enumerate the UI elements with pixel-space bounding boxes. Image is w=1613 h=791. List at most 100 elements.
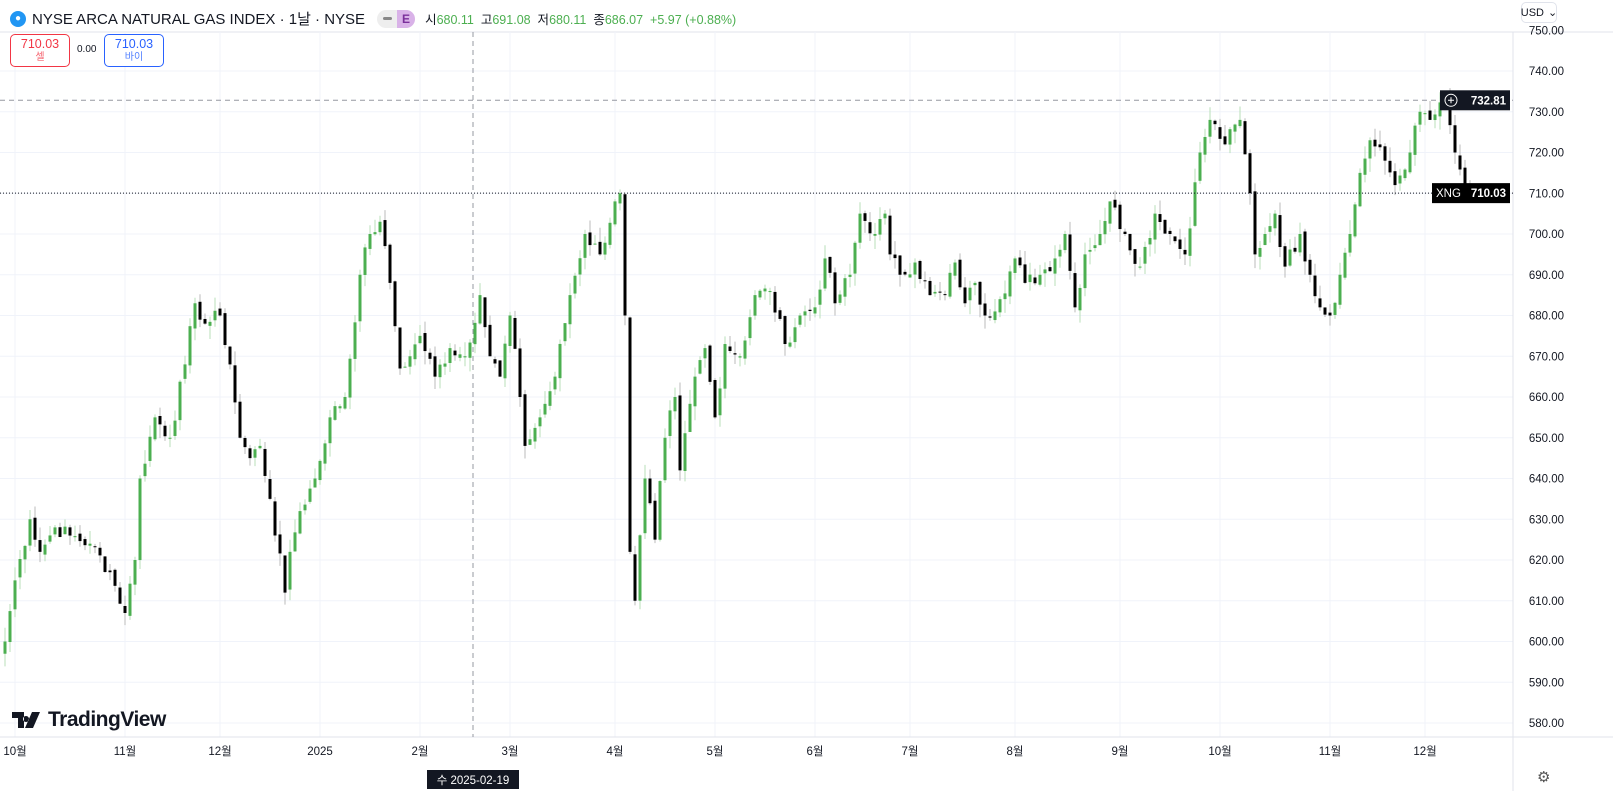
candle-body <box>163 425 167 437</box>
open-label: 시 <box>425 13 437 27</box>
candle-body <box>373 232 377 235</box>
candle-body <box>353 322 357 359</box>
candle-body <box>88 543 92 546</box>
candle-body <box>313 478 317 488</box>
candle-body <box>1063 234 1067 251</box>
settings-gear-icon[interactable]: ⚙ <box>1537 769 1551 786</box>
candle-body <box>738 356 742 358</box>
sell-button[interactable]: 710.03 셀 <box>10 34 70 67</box>
candle-body <box>663 437 667 481</box>
candle-body <box>113 569 117 586</box>
candle-body <box>743 340 747 359</box>
candle-body <box>343 397 347 409</box>
candle-body <box>1308 259 1312 275</box>
y-tick-label: 620.00 <box>1529 555 1564 567</box>
candle-body <box>1298 234 1302 253</box>
candle-body <box>1013 258 1017 273</box>
y-tick-label: 650.00 <box>1529 433 1564 445</box>
candle-body <box>708 345 712 382</box>
buy-button[interactable]: 710.03 바이 <box>104 34 164 67</box>
candle-body <box>63 526 67 535</box>
candle-body <box>973 282 977 286</box>
candle-body <box>1348 234 1352 253</box>
candle-body <box>848 274 852 277</box>
candle-body <box>573 275 577 294</box>
x-tick-label: 5월 <box>707 745 724 758</box>
x-tick-label: 4월 <box>607 745 624 758</box>
candle-body <box>1328 312 1332 316</box>
candle-body <box>818 289 822 305</box>
y-tick-label: 730.00 <box>1529 107 1564 119</box>
y-tick-label: 740.00 <box>1529 66 1564 78</box>
candle-body <box>228 346 232 365</box>
candle-body <box>1208 119 1212 137</box>
candle-body <box>898 255 902 275</box>
candle-body <box>733 353 737 355</box>
candle-body <box>968 287 972 301</box>
candle-body <box>1163 219 1167 234</box>
candle-body <box>1273 213 1277 229</box>
candle-body <box>1108 201 1112 224</box>
candle-body <box>1143 246 1147 264</box>
last-price-label-bg <box>1432 183 1510 204</box>
candle-body <box>503 343 507 379</box>
symbol-title[interactable]: NYSE ARCA NATURAL GAS INDEX · 1날 · NYSE <box>32 11 366 28</box>
candle-body <box>808 309 812 312</box>
candle-body <box>148 436 152 461</box>
candle-body <box>433 356 437 377</box>
crosshair-date-label: 수 2025-02-19 <box>437 774 510 787</box>
candle-body <box>778 310 782 319</box>
candle-body <box>533 427 537 442</box>
candle-body <box>103 556 107 572</box>
candle-body <box>393 281 397 327</box>
candle-body <box>1338 274 1342 305</box>
candle-body <box>93 546 97 548</box>
candle-body <box>1353 204 1357 237</box>
candle-body <box>263 448 267 476</box>
tradingview-logo[interactable]: TradingView <box>12 708 166 732</box>
candle-body <box>28 519 32 546</box>
candle-body <box>333 406 337 420</box>
candle-body <box>1043 269 1047 274</box>
candle-body <box>458 354 462 358</box>
candle-body <box>978 281 982 305</box>
y-tick-label: 700.00 <box>1529 229 1564 241</box>
candle-body <box>763 288 767 292</box>
x-tick-label: 12월 <box>208 745 231 758</box>
candle-body <box>1183 249 1187 255</box>
candle-body <box>128 583 132 616</box>
candle-body <box>1078 287 1082 311</box>
candle-body <box>483 297 487 328</box>
candle-body <box>398 327 402 369</box>
candle-body <box>938 291 942 293</box>
candle-body <box>753 295 757 316</box>
candle-body <box>143 463 147 477</box>
candle-body <box>388 244 392 283</box>
chevron-down-icon: ⌄ <box>1548 7 1558 19</box>
crosshair-price-label-bg <box>1440 90 1510 111</box>
candle-body <box>518 348 522 397</box>
candle-body <box>593 243 597 245</box>
indicator-pill[interactable]: E <box>377 9 416 28</box>
candle-body <box>1258 247 1262 257</box>
candle-body <box>523 394 527 446</box>
candle-body <box>958 259 962 288</box>
candle-body <box>1303 231 1307 262</box>
candle-body <box>1398 175 1402 184</box>
candle-body <box>418 335 422 344</box>
candle-body <box>1313 275 1317 297</box>
buy-price: 710.03 <box>114 36 154 51</box>
candle-body <box>1173 236 1177 242</box>
candle-body <box>428 352 432 359</box>
currency-select[interactable]: USD ⌄ <box>1521 2 1557 23</box>
candle-body <box>338 406 342 409</box>
earnings-badge[interactable]: E <box>397 9 416 28</box>
candle-body <box>1393 171 1397 186</box>
currency-label: USD <box>1520 6 1545 19</box>
candle-body <box>723 344 727 389</box>
candle-body <box>768 291 772 293</box>
change-value: +5.97 (+0.88%) <box>650 13 737 27</box>
candle-body <box>1433 114 1437 121</box>
candle-body <box>1083 254 1087 289</box>
